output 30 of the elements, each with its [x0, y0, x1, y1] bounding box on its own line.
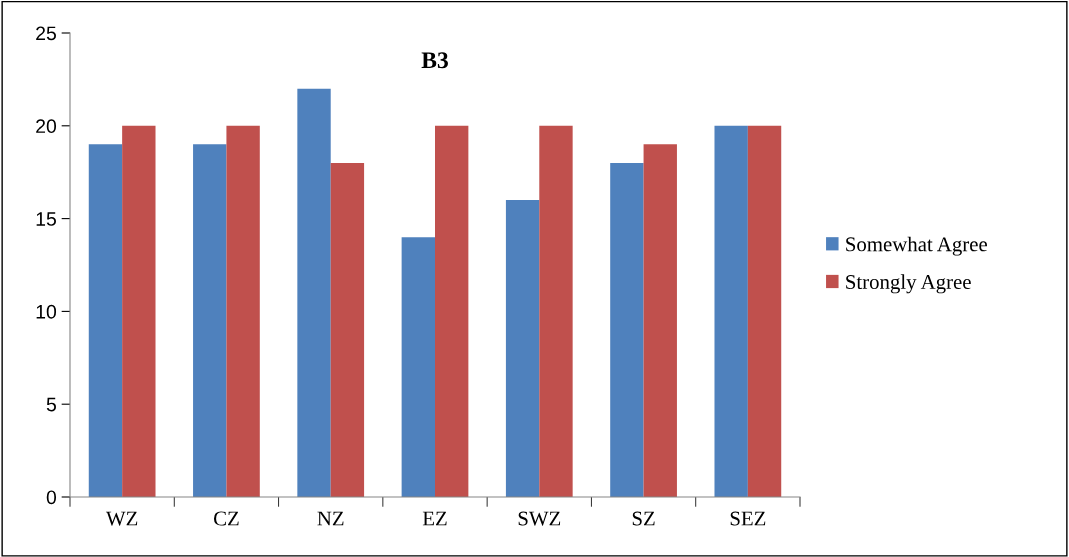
bar	[226, 125, 260, 497]
legend-label: Strongly Agree	[846, 274, 971, 294]
y-tick-label: 20	[36, 119, 57, 134]
bar	[193, 144, 227, 497]
bar	[88, 144, 123, 497]
x-tick-label: SZ	[632, 511, 655, 526]
bar	[401, 237, 435, 497]
x-tick-label: NZ	[317, 511, 344, 526]
y-tick-label: 15	[36, 212, 56, 226]
y-tick-label: 0	[46, 490, 57, 505]
x-tick-label: SWZ	[518, 511, 561, 526]
x-tick-label: WZ	[105, 511, 138, 526]
bar	[435, 125, 469, 497]
x-tick-label: SEZ	[730, 511, 766, 526]
bar	[714, 125, 748, 497]
bar	[122, 125, 156, 497]
y-tick-label: 25	[36, 26, 56, 41]
bar	[297, 88, 331, 497]
x-tick-label: EZ	[422, 511, 447, 526]
text: B3	[421, 52, 448, 69]
bar	[330, 162, 365, 497]
x-tick-label: CZ	[213, 511, 239, 526]
bar	[539, 125, 573, 497]
bar	[505, 200, 540, 497]
y-tick-label: 5	[46, 397, 56, 412]
bar	[643, 144, 677, 497]
legend-label: Somewhat Agree	[846, 236, 987, 256]
bar	[610, 162, 644, 497]
y-tick-label: 10	[36, 304, 57, 319]
bar	[747, 125, 782, 497]
